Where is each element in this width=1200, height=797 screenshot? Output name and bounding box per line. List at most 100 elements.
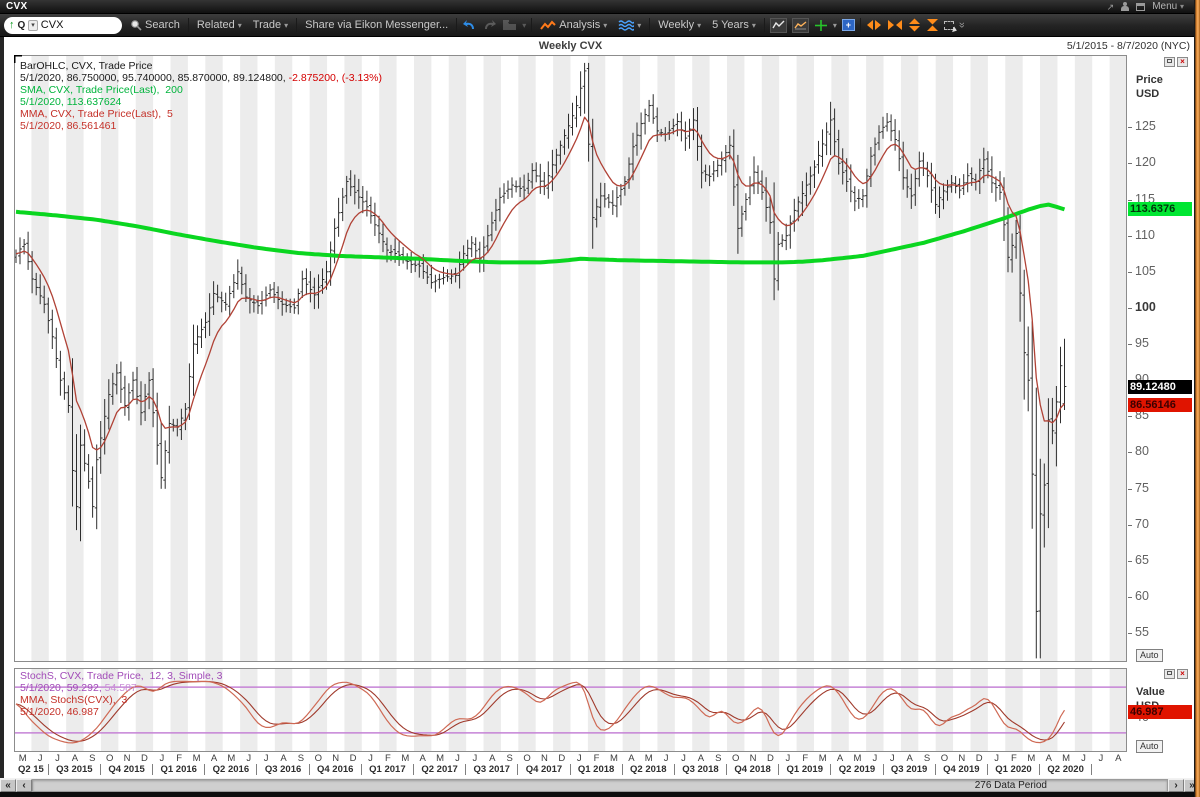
divider (763, 18, 765, 32)
value-axis-auto-button[interactable]: Auto (1136, 740, 1163, 753)
quarter-tick-label: Q3 2016 (257, 764, 310, 775)
month-tick-label: S (923, 753, 931, 764)
month-tick-label: J (37, 753, 43, 764)
zoom-select-icon[interactable] (943, 20, 958, 34)
data-period-label: 276 Data Period (974, 780, 1047, 791)
compress-vertical-icon[interactable] (926, 18, 939, 32)
expand-vertical-icon[interactable] (908, 18, 921, 32)
legend-line: 5/1/2020, 59.292, 54.587 (20, 682, 137, 694)
legend-line: 5/1/2020, 86.561461 (20, 120, 117, 132)
window-icon[interactable] (1136, 2, 1146, 11)
month-tick-label: M (1027, 753, 1036, 764)
axis-tick (1128, 200, 1132, 201)
axis-tick-label: 95 (1135, 336, 1149, 350)
undo-icon[interactable] (462, 19, 477, 32)
popout-icon[interactable]: ↗ (1106, 1, 1115, 12)
more-tools-icon[interactable]: « (955, 21, 968, 29)
compress-horizontal-icon[interactable] (887, 19, 903, 31)
redo-icon[interactable] (482, 19, 497, 32)
axis-tick (1128, 236, 1132, 237)
crosshair-icon[interactable] (814, 19, 828, 32)
scroll-far-left-button[interactable]: « (0, 779, 16, 792)
range-label: 5 Years (712, 19, 749, 31)
chart-style-line-icon[interactable] (769, 17, 787, 33)
month-tick-label: A (906, 753, 913, 764)
month-tick-label: D (767, 753, 774, 764)
chevron-down-icon: ▾ (237, 20, 242, 30)
quarter-tick-label: Q3 2018 (675, 764, 728, 775)
axis-tick (1128, 489, 1132, 490)
month-tick-label: A (628, 753, 635, 764)
stochastic-chart-legend: StochS, CVX, Trade Price, 12, 3, Simple,… (20, 670, 223, 718)
chevron-down-icon[interactable]: ▾ (522, 20, 527, 30)
month-tick-label: D (975, 753, 983, 764)
month-tick-label: J (55, 753, 60, 764)
axis-tick-label: 105 (1135, 264, 1156, 278)
month-tick-label: N (958, 753, 966, 764)
month-tick-label: F (1011, 753, 1017, 764)
price-axis-currency: USD (1136, 88, 1160, 100)
axis-tick-label: 120 (1135, 155, 1156, 169)
month-tick-label: O (732, 753, 740, 764)
range-dropdown[interactable]: 5 Years ▾ (709, 17, 759, 33)
waves-button[interactable]: ▾ (615, 17, 644, 33)
month-tick-label: A (836, 753, 844, 764)
related-label: Related (196, 19, 235, 31)
quarter-tick-label: Q4 2016 (310, 764, 362, 775)
axis-tick (1128, 308, 1132, 309)
quarter-tick-label: Q1 2018 (571, 764, 623, 775)
horizontal-scrollbar[interactable]: « ‹ 276 Data Period › » (0, 778, 1200, 792)
axis-tick (1128, 163, 1132, 164)
month-tick-label: J (576, 753, 582, 764)
month-tick-label: N (749, 753, 757, 764)
legend-line: BarOHLC, CVX, Trade Price (20, 60, 153, 72)
trade-label: Trade (252, 19, 282, 31)
search-icon (131, 20, 142, 31)
panel-close-icon[interactable]: × (1177, 669, 1188, 679)
quote-type-label: Q (17, 19, 26, 31)
menu-button[interactable]: Menu ▾ (1152, 1, 1184, 12)
axis-tick-label: 70 (1135, 517, 1149, 531)
symbol-input[interactable] (40, 19, 103, 31)
stoch-panel-controls: × (1164, 669, 1188, 679)
search-button[interactable]: Search (127, 17, 183, 33)
scroll-right-button[interactable]: › (1168, 779, 1184, 792)
quarter-tick-label: Q4 2017 (518, 764, 571, 775)
month-tick-label: A (71, 753, 79, 764)
trade-menu[interactable]: Trade ▾ (250, 17, 291, 33)
share-eikon-button[interactable]: Share via Eikon Messenger... (305, 19, 449, 31)
symbol-dropdown-icon[interactable]: ▾ (28, 19, 38, 31)
analysis-menu[interactable]: Analysis ▾ (537, 17, 610, 33)
price-axis-auto-button[interactable]: Auto (1136, 649, 1163, 662)
user-icon[interactable] (1121, 2, 1130, 11)
scroll-left-button[interactable]: ‹ (16, 779, 32, 792)
panel-close-icon[interactable]: × (1177, 57, 1188, 67)
panel-restore-icon[interactable] (1164, 57, 1175, 67)
chart-style-candle-icon[interactable] (791, 17, 809, 33)
toolbar: ↑ Q ▾ Search Related▾ Trade▾ Share via E… (0, 14, 1200, 37)
quarter-tick-label: Q1 2020 (988, 764, 1041, 775)
month-tick-label: N (123, 753, 131, 764)
add-panel-icon[interactable]: + (841, 19, 855, 31)
interval-dropdown[interactable]: Weekly ▾ (655, 17, 704, 33)
stochastic-chart[interactable] (14, 668, 1127, 752)
chart-date-range: 5/1/2015 - 8/7/2020 (NYC) (1066, 40, 1190, 52)
panel-restore-icon[interactable] (1164, 669, 1175, 679)
x-axis-quarters: Q2 15 Q3 2015 Q4 2015 Q1 2016 Q2 2016 Q3 2016… (14, 764, 1127, 776)
month-tick-label: O (314, 753, 323, 764)
scrollbar-track[interactable]: 276 Data Period (32, 779, 1168, 792)
month-tick-label: M (1062, 753, 1071, 764)
month-tick-label: J (889, 753, 895, 764)
layouts-folder-icon[interactable] (502, 19, 517, 31)
month-tick-label: D (140, 753, 148, 764)
chevron-down-icon[interactable]: ▾ (832, 20, 837, 30)
month-tick-label: F (176, 753, 183, 764)
expand-horizontal-icon[interactable] (866, 19, 882, 31)
symbol-search-pill[interactable]: ↑ Q ▾ (4, 16, 122, 34)
month-tick-label: N (332, 753, 340, 764)
quarter-tick-label: Q1 2017 (362, 764, 414, 775)
quarter-tick-label: Q3 2015 (49, 764, 101, 775)
related-menu[interactable]: Related ▾ (194, 17, 245, 33)
price-chart[interactable] (14, 55, 1127, 662)
price-axis-title: Price USD (1136, 73, 1163, 101)
